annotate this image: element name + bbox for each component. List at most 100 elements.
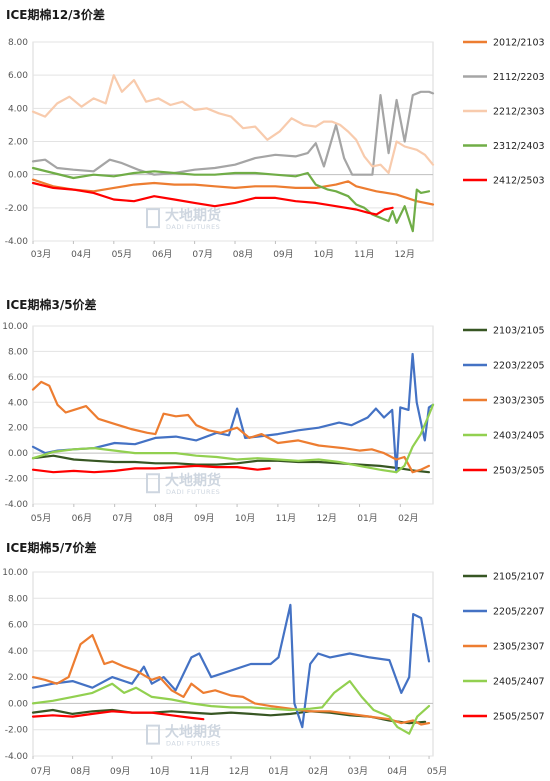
x-tick-label: 05月 — [31, 513, 51, 524]
legend-label: 2105/2107 — [493, 572, 545, 583]
series-line-2503-2505 — [31, 464, 271, 474]
watermark-text: 大地期货 — [165, 207, 221, 224]
x-tick-label: 05月 — [427, 766, 447, 777]
series-line-2412-2503 — [31, 181, 394, 216]
x-tick-label: 05月 — [112, 249, 132, 260]
x-tick-label: 03月 — [31, 249, 51, 260]
x-tick-label: 11月 — [189, 766, 209, 777]
series-line-2212-2303 — [31, 74, 435, 175]
series-line-2012-2103 — [31, 178, 435, 206]
watermark-icon — [146, 473, 160, 494]
x-tick-label: 06月 — [72, 513, 92, 524]
x-tick-label: 10月 — [314, 249, 334, 260]
legend-label: 2305/2307 — [493, 642, 545, 653]
x-tick-label: 04月 — [387, 766, 407, 777]
chart-title: ICE期棉12/3价差 — [6, 7, 105, 22]
x-tick-label: 03月 — [348, 766, 368, 777]
x-tick-label: 01月 — [268, 766, 288, 777]
watermark-text: 大地期货 — [165, 472, 221, 489]
legend-label: 2412/2503 — [493, 176, 545, 187]
series-line-2505-2507 — [31, 710, 205, 721]
watermark-subtext: DADI FUTURES — [166, 223, 220, 231]
legend-label: 2403/2405 — [493, 431, 545, 442]
series-line-2112-2203 — [31, 90, 435, 176]
legend-label: 2303/2305 — [493, 396, 545, 407]
x-tick-label: 08月 — [233, 249, 253, 260]
legend-label: 2503/2505 — [493, 466, 545, 477]
y-tick-label: 4.00 — [8, 398, 28, 408]
legend-label: 2103/2105 — [493, 326, 545, 337]
x-tick-label: 02月 — [398, 513, 418, 524]
y-tick-label: -2.00 — [5, 475, 29, 485]
legend-label: 2405/2407 — [493, 677, 545, 688]
watermark-text: 大地期货 — [165, 724, 221, 741]
y-tick-label: 2.00 — [8, 673, 28, 683]
chart-title: ICE期棉5/7价差 — [6, 540, 97, 555]
y-tick-label: 10.00 — [2, 568, 28, 578]
y-tick-label: 10.00 — [2, 322, 28, 332]
chart-panel-3: ICE期棉5/7价差 10.00 8.00 6.00 4.00 2.00 0.00 -2.00… — [0, 536, 550, 781]
watermark-subtext: DADI FUTURES — [166, 740, 220, 748]
x-tick-label: 12月 — [229, 766, 249, 777]
y-tick-label: 4.00 — [8, 104, 28, 114]
y-tick-label: 8.00 — [8, 38, 28, 48]
chart-panel-1: ICE期棉12/3价差 8.00 6.00 4.00 2.00 0.00 -2.00 -4.0… — [0, 0, 550, 261]
plot-frame — [32, 571, 434, 757]
x-tick-label: 02月 — [308, 766, 328, 777]
series-line-2403-2405 — [31, 403, 435, 474]
legend-label: 2012/2103 — [493, 38, 545, 49]
x-tick-label: 07月 — [192, 249, 212, 260]
y-tick-label: 6.00 — [8, 621, 28, 631]
y-tick-label: 2.00 — [8, 424, 28, 434]
x-tick-label: 09月 — [110, 766, 130, 777]
series-line-2303-2305 — [31, 380, 430, 474]
x-tick-label: 11月 — [276, 513, 296, 524]
x-tick-label: 06月 — [152, 249, 172, 260]
series-line-2312-2403 — [31, 166, 431, 233]
legend-label: 2203/2205 — [493, 361, 545, 372]
y-tick-label: 0.00 — [8, 699, 28, 709]
x-tick-label: 12月 — [316, 513, 336, 524]
watermark-icon — [146, 724, 160, 745]
y-tick-label: 2.00 — [8, 138, 28, 148]
x-tick-label: 08月 — [153, 513, 173, 524]
y-tick-label: 6.00 — [8, 71, 28, 81]
x-tick-label: 08月 — [70, 766, 90, 777]
legend-label: 2312/2403 — [493, 141, 545, 152]
legend-label: 2505/2507 — [493, 712, 545, 723]
x-tick-label: 04月 — [71, 249, 91, 260]
y-tick-label: -4.00 — [5, 752, 29, 762]
x-tick-label: 07月 — [31, 766, 51, 777]
x-tick-label: 09月 — [273, 249, 293, 260]
legend-label: 2205/2207 — [493, 607, 545, 618]
x-tick-label: 12月 — [394, 249, 414, 260]
series-line-2103-2105 — [31, 454, 430, 474]
y-tick-label: 0.00 — [8, 171, 28, 181]
y-tick-label: -4.00 — [5, 237, 29, 247]
x-tick-label: 10月 — [235, 513, 255, 524]
series-line-2305-2307 — [31, 633, 431, 726]
chart-12-3-spread: ICE期棉12/3价差 8.00 6.00 4.00 2.00 0.00 -2.00 -4.0… — [5, 7, 545, 260]
y-tick-label: -2.00 — [5, 726, 29, 736]
chart-5-7-spread: ICE期棉5/7价差 10.00 8.00 6.00 4.00 2.00 0.00 -2.00… — [2, 540, 545, 777]
x-tick-label: 01月 — [357, 513, 377, 524]
y-tick-label: 4.00 — [8, 647, 28, 657]
watermark-icon — [146, 208, 160, 229]
series-line-2205-2207 — [31, 603, 431, 729]
x-tick-label: 10月 — [150, 766, 170, 777]
x-tick-label: 11月 — [354, 249, 374, 260]
x-tick-label: 09月 — [194, 513, 214, 524]
y-tick-label: 8.00 — [8, 347, 28, 357]
chart-3-5-spread: ICE期棉3/5价差 10.00 8.00 6.00 4.00 2.00 0.00 -2.00… — [2, 297, 545, 524]
y-tick-label: 0.00 — [8, 449, 28, 459]
plot-frame — [32, 325, 434, 505]
y-tick-label: -2.00 — [5, 204, 29, 214]
x-tick-label: 07月 — [112, 513, 132, 524]
legend-label: 2212/2303 — [493, 107, 545, 118]
legend-label: 2112/2203 — [493, 72, 545, 83]
y-tick-label: 8.00 — [8, 594, 28, 604]
series-line-2405-2407 — [31, 680, 431, 735]
